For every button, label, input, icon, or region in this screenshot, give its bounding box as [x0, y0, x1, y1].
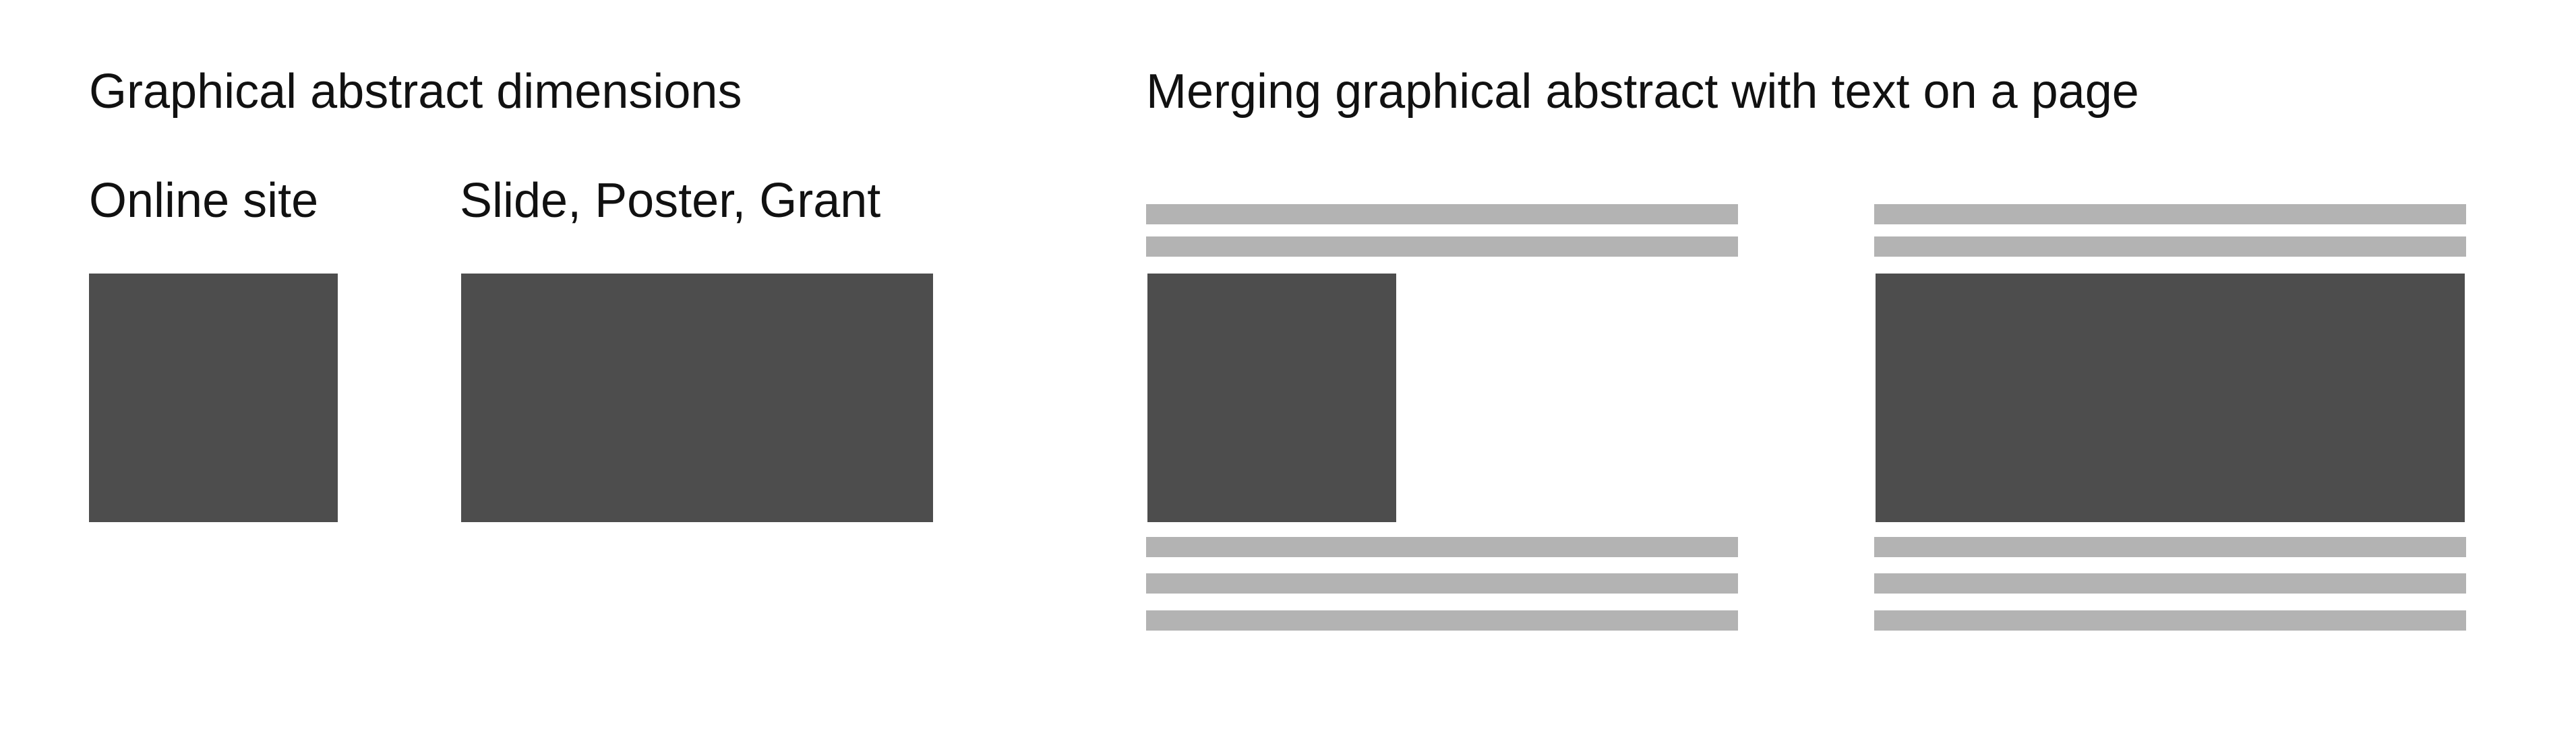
online-site-label: Online site — [89, 174, 319, 228]
wide-graphic-block — [1876, 274, 2465, 522]
text-line-placeholder — [1146, 610, 1738, 631]
text-line-placeholder — [1874, 204, 2466, 224]
left-section-title: Graphical abstract dimensions — [89, 65, 742, 119]
right-section-title: Merging graphical abstract with text on … — [1146, 65, 2139, 119]
text-line-placeholder — [1146, 236, 1738, 257]
slide-poster-grant-label: Slide, Poster, Grant — [460, 174, 881, 228]
text-line-placeholder — [1874, 537, 2466, 557]
text-line-placeholder — [1146, 573, 1738, 594]
text-line-placeholder — [1874, 236, 2466, 257]
text-line-placeholder — [1146, 204, 1738, 224]
text-line-placeholder — [1146, 537, 1738, 557]
wide-graphic-block — [461, 274, 933, 522]
text-line-placeholder — [1874, 610, 2466, 631]
square-graphic-block — [89, 274, 338, 522]
square-graphic-block — [1147, 274, 1396, 522]
text-line-placeholder — [1874, 573, 2466, 594]
